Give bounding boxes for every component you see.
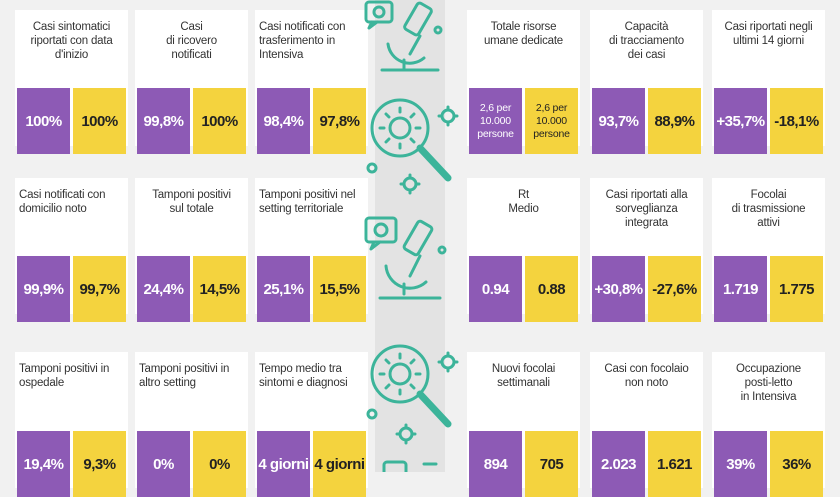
value-yellow: 97,8% — [313, 88, 366, 154]
card-casi-14-giorni: Casi riportati negli ultimi 14 giorni +3… — [712, 10, 825, 154]
card-title: Casi notificati con domicilio noto — [19, 189, 106, 215]
card-title: Tamponi positivi sul totale — [152, 189, 231, 215]
card-tracciamento: Capacità di tracciamento dei casi 93,7% … — [590, 10, 703, 154]
value-yellow: 4 giorni — [313, 431, 366, 497]
value-purple: +35,7% — [714, 88, 767, 154]
card-title: Tamponi positivi in altro setting — [139, 363, 230, 389]
card-title: Rt Medio — [508, 189, 539, 215]
value-yellow: 1.775 — [770, 256, 823, 322]
value-yellow: 36% — [770, 431, 823, 497]
card-casi-ricovero: Casi di ricovero notificati 99,8% 100% — [135, 10, 248, 154]
value-purple: 2.023 — [592, 431, 645, 497]
value-purple: 2,6 per 10.000 persone — [469, 88, 522, 154]
value-yellow: -27,6% — [648, 256, 701, 322]
card-title: Tempo medio tra sintomi e diagnosi — [259, 363, 348, 389]
value-yellow: 15,5% — [313, 256, 366, 322]
value-purple: 1.719 — [714, 256, 767, 322]
microscope-icon — [358, 214, 462, 310]
value-purple: 19,4% — [17, 431, 70, 497]
card-rt-medio: Rt Medio 0.94 0.88 — [467, 178, 580, 322]
value-yellow: 14,5% — [193, 256, 246, 322]
value-yellow: 100% — [73, 88, 126, 154]
card-nuovi-focolai: Nuovi focolai settimanali 894 705 — [467, 352, 580, 497]
card-title: Casi sintomatici riportati con data d'in… — [30, 21, 113, 61]
card-tamponi-territoriale: Tamponi positivi nel setting territorial… — [255, 178, 368, 322]
card-title: Focolai di trasmissione attivi — [731, 189, 806, 229]
card-domicilio-noto: Casi notificati con domicilio noto 99,9%… — [15, 178, 128, 322]
value-purple: 100% — [17, 88, 70, 154]
value-purple: 0% — [137, 431, 190, 497]
card-title: Casi con focolaio non noto — [604, 363, 689, 389]
card-title: Tamponi positivi nel setting territorial… — [259, 189, 356, 215]
card-title: Casi riportati negli ultimi 14 giorni — [724, 21, 813, 47]
virus-magnifier-icon — [360, 338, 464, 450]
value-yellow: -18,1% — [770, 88, 823, 154]
card-title: Capacità di tracciamento dei casi — [609, 21, 684, 61]
card-focolaio-non-noto: Casi con focolaio non noto 2.023 1.621 — [590, 352, 703, 497]
card-sorveglianza: Casi riportati alla sorveglianza integra… — [590, 178, 703, 322]
value-yellow: 2,6 per 10.000 persone — [525, 88, 578, 154]
value-yellow: 0% — [193, 431, 246, 497]
card-title: Casi notificati con trasferimento in Int… — [259, 21, 346, 61]
value-purple: 98,4% — [257, 88, 310, 154]
card-tamponi-positivi-totale: Tamponi positivi sul totale 24,4% 14,5% — [135, 178, 248, 322]
card-casi-sintomatici: Casi sintomatici riportati con data d'in… — [15, 10, 128, 154]
card-risorse-umane: Totale risorse umane dedicate 2,6 per 10… — [467, 10, 580, 154]
card-title: Occupazione posti-letto in Intensiva — [736, 363, 801, 403]
microscope-icon — [380, 458, 450, 472]
value-yellow: 100% — [193, 88, 246, 154]
value-yellow: 99,7% — [73, 256, 126, 322]
value-purple: +30,8% — [592, 256, 645, 322]
value-purple: 25,1% — [257, 256, 310, 322]
card-title: Nuovi focolai settimanali — [491, 363, 556, 389]
card-title: Casi di ricovero notificati — [166, 21, 217, 61]
value-yellow: 9,3% — [73, 431, 126, 497]
value-purple: 99,9% — [17, 256, 70, 322]
card-casi-intensiva: Casi notificati con trasferimento in Int… — [255, 10, 368, 154]
card-tamponi-altro-setting: Tamponi positivi in altro setting 0% 0% — [135, 352, 248, 497]
card-occupazione-intensiva: Occupazione posti-letto in Intensiva 39%… — [712, 352, 825, 497]
value-yellow: 705 — [525, 431, 578, 497]
value-yellow: 88,9% — [648, 88, 701, 154]
value-purple: 39% — [714, 431, 767, 497]
value-purple: 93,7% — [592, 88, 645, 154]
value-yellow: 1.621 — [648, 431, 701, 497]
value-purple: 894 — [469, 431, 522, 497]
value-yellow: 0.88 — [525, 256, 578, 322]
value-purple: 24,4% — [137, 256, 190, 322]
microscope-icon — [358, 0, 462, 80]
card-tempo-medio: Tempo medio tra sintomi e diagnosi 4 gio… — [255, 352, 368, 497]
value-purple: 4 giorni — [257, 431, 310, 497]
value-purple: 0.94 — [469, 256, 522, 322]
card-title: Tamponi positivi in ospedale — [19, 363, 110, 389]
value-purple: 99,8% — [137, 88, 190, 154]
virus-magnifier-icon — [360, 92, 464, 204]
card-title: Casi riportati alla sorveglianza integra… — [605, 189, 688, 229]
card-title: Totale risorse umane dedicate — [483, 21, 564, 47]
card-focolai-attivi: Focolai di trasmissione attivi 1.719 1.7… — [712, 178, 825, 322]
card-tamponi-ospedale: Tamponi positivi in ospedale 19,4% 9,3% — [15, 352, 128, 497]
